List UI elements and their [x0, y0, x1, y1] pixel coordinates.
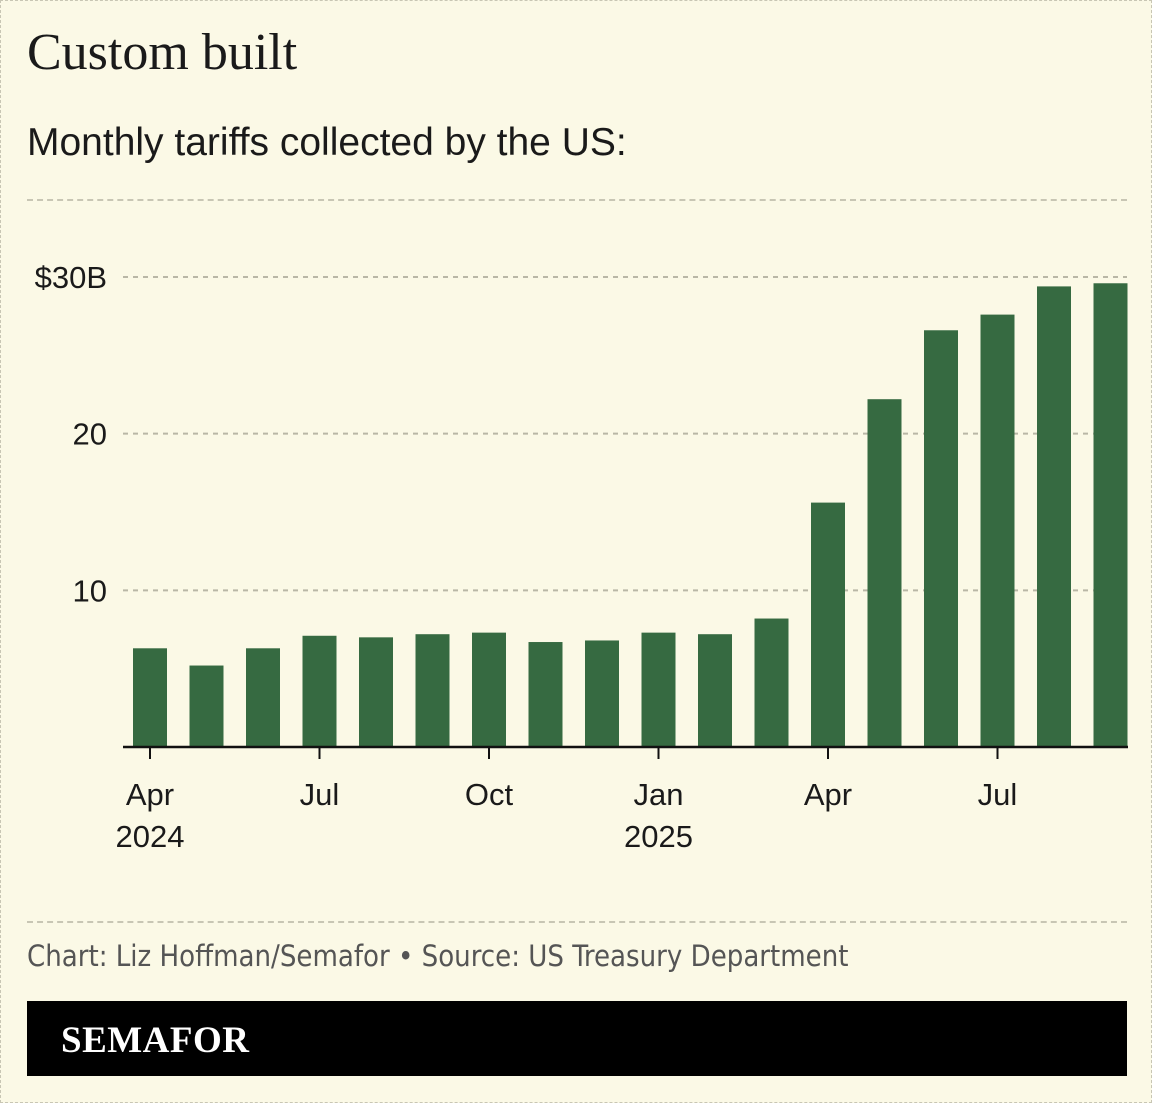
bar-feb-2025 [698, 634, 732, 747]
y-tick-label: $30B [35, 260, 107, 295]
x-tick-label: Oct [465, 777, 514, 812]
chart-credit: Chart: Liz Hoffman/Semafor • Source: US … [27, 939, 849, 973]
bar-may-2025 [867, 399, 902, 747]
x-tick-label: Jan [634, 777, 684, 812]
bar-sep-2025 [1093, 283, 1128, 747]
bar-oct-2024 [472, 632, 506, 747]
bar-nov-2024 [528, 642, 563, 747]
y-tick-label: 10 [73, 573, 107, 608]
bar-mar-2025 [754, 618, 789, 747]
x-tick-label: Apr [126, 777, 174, 812]
bar-apr-2024 [133, 648, 167, 747]
divider [27, 199, 1127, 201]
chart-title: Custom built [27, 24, 298, 81]
y-tick-label: 20 [73, 417, 107, 452]
bar-dec-2024 [585, 640, 619, 747]
x-tick-year-label: 2024 [116, 819, 185, 854]
bar-sep-2024 [415, 634, 450, 747]
bar-jul-2024 [302, 635, 337, 747]
x-tick-label: Apr [804, 777, 852, 812]
bar-aug-2024 [359, 637, 393, 747]
bar-jul-2025 [980, 314, 1015, 747]
bar-apr-2025 [811, 502, 845, 747]
bar-jun-2024 [246, 648, 280, 747]
bar-jun-2025 [924, 330, 958, 747]
bar-jan-2025 [641, 632, 676, 747]
bar-may-2024 [189, 665, 224, 747]
x-tick-year-label: 2025 [624, 819, 693, 854]
semafor-logo: SEMAFOR [61, 1020, 250, 1061]
footer-bar: SEMAFOR [27, 1001, 1127, 1076]
x-tick-label: Jul [978, 777, 1018, 812]
chart-subtitle: Monthly tariffs collected by the US: [27, 121, 627, 164]
divider [27, 921, 1127, 923]
bar-aug-2025 [1037, 286, 1071, 747]
bar-chart: 10 20 $30B Apr 2024 Jul Oct Jan 2025 Apr Jul [35, 260, 1128, 854]
x-tick-label: Jul [300, 777, 340, 812]
